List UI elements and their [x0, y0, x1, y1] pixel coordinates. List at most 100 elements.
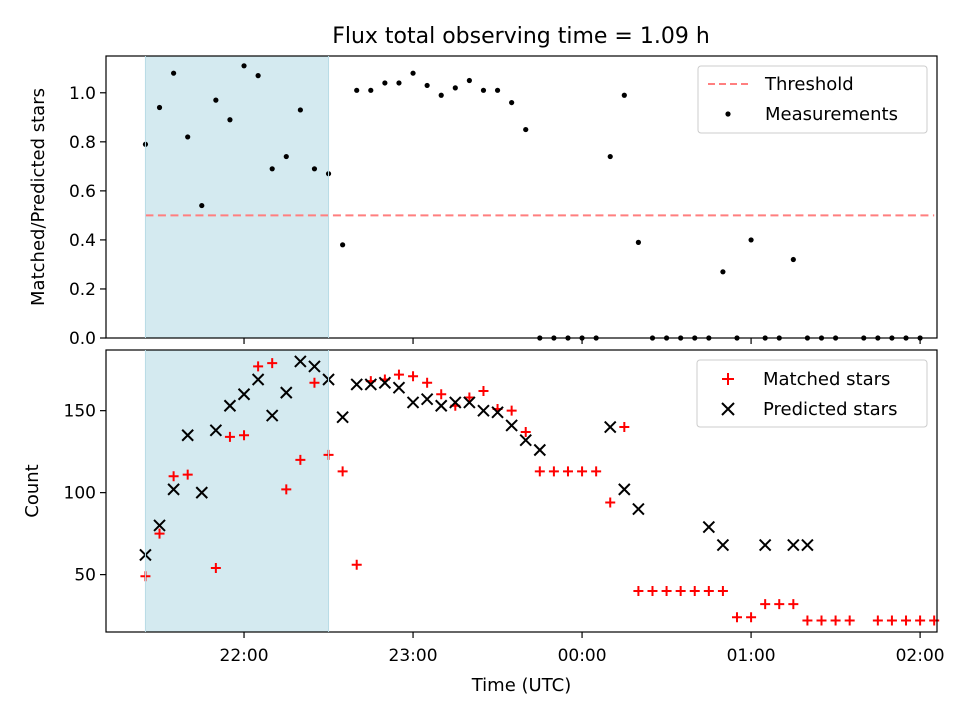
legend-predicted-swatch	[721, 402, 735, 416]
matched-star-point	[647, 586, 658, 597]
legend-threshold-label: Threshold	[764, 74, 854, 95]
measurement-point	[621, 92, 627, 98]
predicted-star-point	[618, 483, 631, 496]
x-tick-label: 02:00	[896, 646, 945, 666]
predicted-star-point	[350, 378, 363, 391]
matched-star-point	[210, 563, 221, 574]
top-subplot: 0.0 0.2 0.4 0.6 0.8 1.0 Matched/Predicted sta…	[28, 55, 938, 349]
matched-star-point	[901, 615, 912, 626]
measurement-point	[269, 166, 275, 172]
legend-matched-swatch	[722, 373, 734, 385]
measurement-point	[452, 85, 458, 91]
bottom-plot-marks	[139, 355, 940, 626]
matched-star-point	[675, 586, 686, 597]
y-tick-label: 100	[64, 484, 96, 504]
matched-star-point	[393, 369, 404, 380]
measurement-point	[523, 126, 529, 133]
matched-star-point	[224, 431, 235, 442]
observing-window-shade-top	[145, 56, 329, 338]
legend-matched-label: Matched stars	[763, 369, 890, 390]
y-tick-label: 0.4	[69, 231, 96, 251]
x-axis-label: Time (UTC)	[471, 675, 572, 696]
matched-star-point	[534, 466, 545, 477]
top-axes-frame	[105, 55, 938, 339]
matched-star-point	[802, 615, 813, 626]
matched-star-point	[816, 615, 827, 626]
matched-star-point	[464, 392, 475, 403]
matched-star-point	[239, 430, 250, 441]
predicted-star-point	[406, 396, 420, 409]
y-tick-label: 0.8	[69, 133, 96, 153]
predicted-star-point	[392, 381, 406, 394]
y-tick-label: 0.0	[69, 329, 96, 349]
y-tick-label: 0.6	[69, 182, 96, 202]
matched-star-point	[577, 466, 588, 477]
measurement-point	[480, 87, 487, 93]
predicted-star-point	[449, 396, 462, 409]
legend-predicted-label: Predicted stars	[763, 399, 897, 420]
measurement-point	[171, 70, 177, 76]
measurement-point	[156, 104, 163, 111]
predicted-star-point	[308, 360, 321, 373]
matched-star-point	[351, 559, 362, 570]
measurement-point	[607, 153, 613, 160]
matched-star-point	[309, 377, 320, 388]
matched-star-point	[281, 484, 292, 495]
predicted-star-point	[533, 443, 547, 457]
predicted-star-point	[294, 355, 307, 368]
matched-star-point	[788, 599, 799, 610]
matched-star-point	[830, 615, 841, 626]
predicted-star-point	[364, 378, 378, 391]
matched-star-point	[168, 471, 179, 482]
matched-star-point	[661, 586, 672, 597]
measurement-point	[438, 92, 444, 98]
x-tick-label: 00:00	[558, 646, 607, 666]
predicted-star-point	[223, 399, 237, 412]
predicted-star-point	[181, 429, 194, 442]
predicted-star-point	[716, 538, 730, 552]
matched-star-point	[872, 615, 883, 626]
predicted-star-point	[632, 502, 645, 516]
y-tick-label: 50	[74, 566, 96, 586]
predicted-star-point	[280, 386, 293, 399]
predicted-star-point	[801, 538, 814, 552]
matched-star-point	[844, 615, 855, 626]
matched-star-point	[182, 469, 193, 480]
bottom-y-axis-label: Count	[22, 464, 43, 517]
bottom-y-ticks: 50 100 150	[64, 402, 106, 586]
matched-star-point	[506, 405, 517, 416]
matched-star-point	[689, 586, 700, 597]
matched-star-point	[886, 615, 897, 626]
bottom-legend: Matched stars Predicted stars	[696, 359, 928, 428]
matched-star-point	[703, 586, 714, 597]
measurement-point	[466, 77, 472, 84]
predicted-star-point	[463, 396, 476, 409]
predicted-star-point	[435, 399, 448, 412]
measurement-point	[255, 73, 261, 79]
predicted-star-point	[491, 406, 504, 419]
measurement-point	[396, 80, 402, 86]
measurement-point	[199, 202, 205, 209]
matched-star-point	[619, 422, 630, 433]
predicted-star-point	[167, 483, 180, 496]
x-tick-label: 22:00	[220, 646, 269, 666]
predicted-star-point	[265, 409, 279, 422]
predicted-star-point	[237, 388, 251, 401]
top-legend-box	[697, 65, 928, 134]
matched-star-point	[562, 466, 573, 477]
predicted-star-point	[604, 420, 617, 434]
predicted-star-point	[195, 486, 208, 499]
x-tick-label: 01:00	[727, 646, 776, 666]
top-y-axis-label: Matched/Predicted stars	[28, 88, 49, 306]
measurement-point	[424, 82, 430, 89]
matched-star-point	[520, 426, 531, 437]
bottom-axes-frame	[105, 349, 938, 633]
matched-star-point	[408, 371, 419, 382]
matched-star-point	[154, 528, 165, 539]
measurement-point	[720, 269, 726, 275]
predicted-star-point	[153, 519, 166, 532]
matched-star-point	[915, 615, 926, 626]
predicted-star-point	[378, 376, 392, 389]
bottom-legend-box	[696, 359, 928, 428]
